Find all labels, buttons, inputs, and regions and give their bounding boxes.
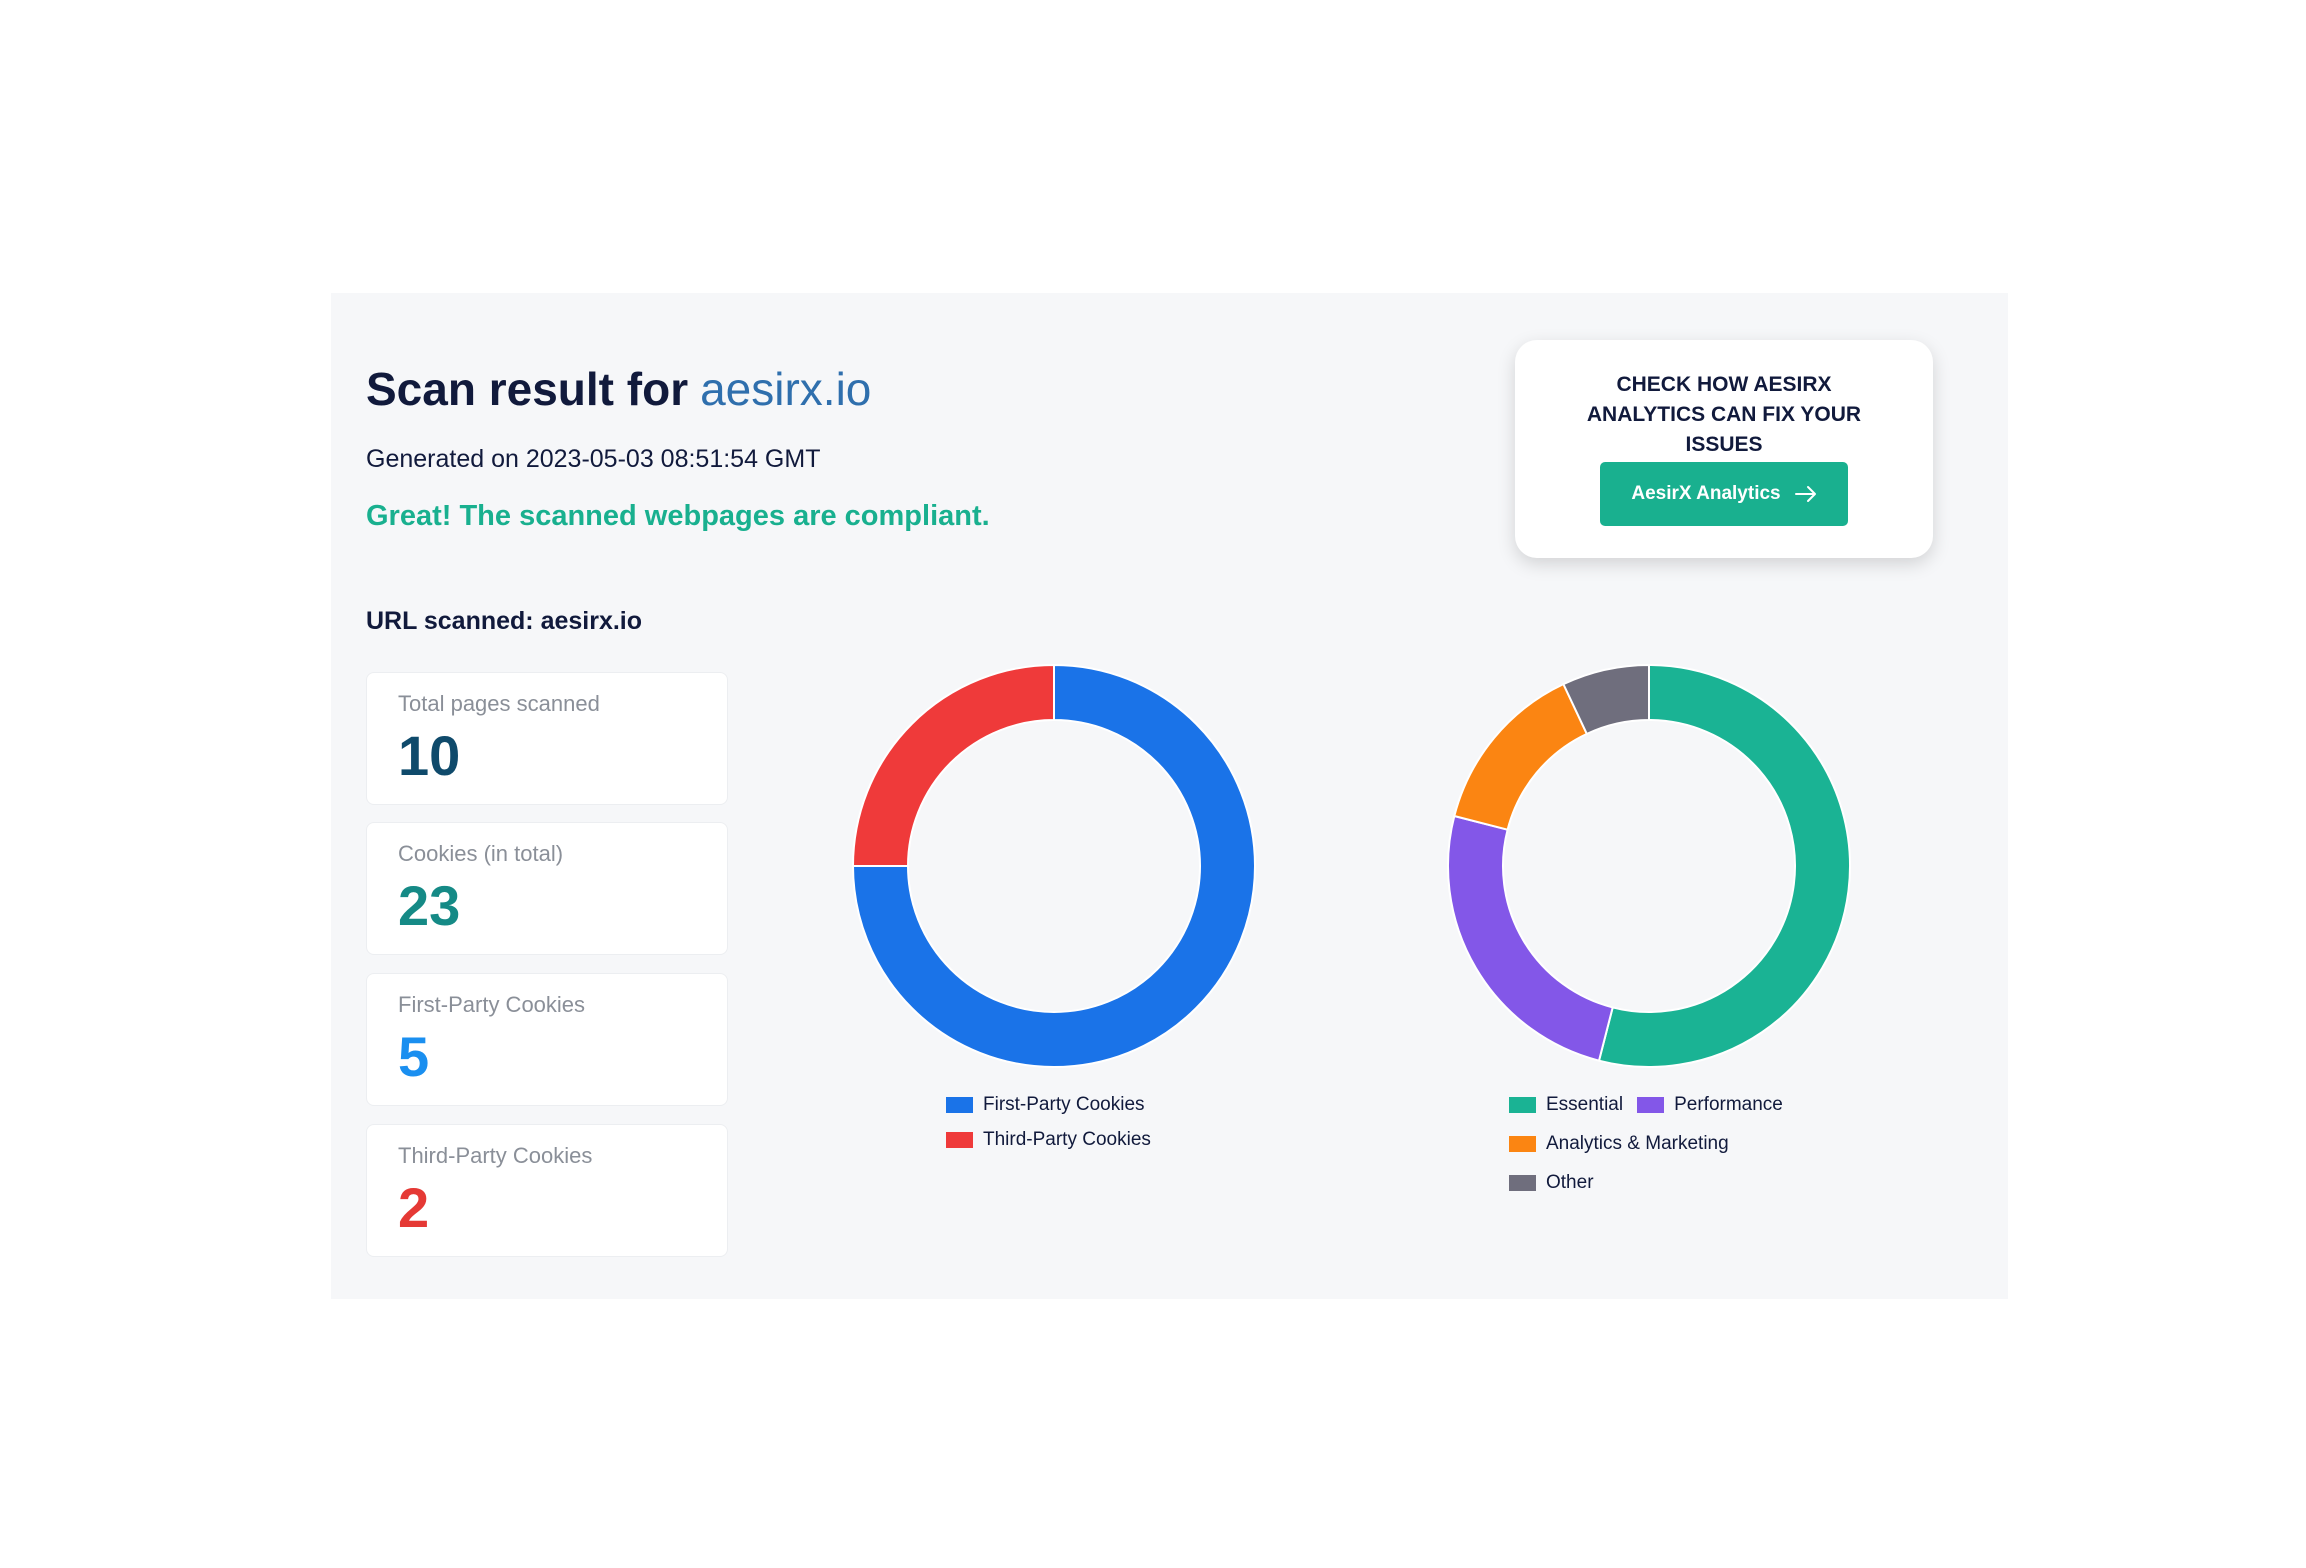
legend-label: Analytics & Marketing <box>1546 1132 1729 1154</box>
legend-swatch <box>1509 1096 1536 1113</box>
legend-item: First-Party Cookies <box>946 1094 1172 1115</box>
stat-label: First-Party Cookies <box>398 992 586 1017</box>
legend-item: Third-Party Cookies <box>946 1129 1172 1150</box>
legend-item: Essential <box>1509 1094 1623 1115</box>
donut-segment <box>1597 663 1851 1068</box>
cta-button[interactable]: AesirX Analytics <box>1600 462 1848 526</box>
stat-card: First-Party Cookies 5 <box>366 973 728 1106</box>
url-scanned: URL scanned: aesirx.io <box>366 607 643 635</box>
legend-swatch <box>1509 1174 1536 1191</box>
cta-heading: CHECK HOW AESIRX ANALYTICS CAN FIX YOUR … <box>1586 373 1862 456</box>
legend: Essential Performance Analytics & Marketin… <box>1509 1094 1809 1211</box>
stat-label: Third-Party Cookies <box>398 1143 593 1168</box>
stat-value: 5 <box>398 1025 430 1088</box>
donut-segment <box>1562 663 1650 736</box>
legend-label: Other <box>1546 1171 1594 1193</box>
legend-item: Analytics & Marketing <box>1509 1133 1729 1154</box>
legend-label: Third-Party Cookies <box>983 1128 1151 1150</box>
stat-label: Total pages scanned <box>398 691 600 716</box>
generated-date: Generated on 2023-05-03 08:51:54 GMT <box>366 445 821 473</box>
stat-value: 10 <box>398 724 461 787</box>
legend-swatch <box>946 1096 973 1113</box>
title: Scan result for aesirx.io <box>366 362 871 416</box>
cta-card: CHECK HOW AESIRX ANALYTICS CAN FIX YOUR … <box>1515 340 1933 558</box>
stat-label: Cookies (in total) <box>398 841 564 866</box>
donut-segment <box>851 663 1055 867</box>
title-text: Scan result for <box>366 363 689 415</box>
stat-card: Total pages scanned 10 <box>366 672 728 805</box>
legend-swatch <box>1509 1135 1536 1152</box>
status-message: Great! The scanned webpages are complian… <box>366 500 990 532</box>
donut-segment <box>1453 682 1589 831</box>
stat-card: Cookies (in total) 23 <box>366 822 728 955</box>
legend-label: Essential <box>1546 1093 1624 1115</box>
arrow-icon <box>1794 486 1816 502</box>
legend-item: Other <box>1509 1172 1594 1193</box>
legend-swatch <box>1637 1096 1665 1113</box>
legend-item: Performance <box>1637 1094 1783 1115</box>
legend-label: Performance <box>1674 1093 1783 1115</box>
legend-label: First-Party Cookies <box>983 1093 1145 1115</box>
domain-link[interactable]: aesirx.io <box>700 363 872 415</box>
legend: First-Party Cookies Third-Party Cookies <box>946 1094 1186 1164</box>
donut-segment <box>851 663 1256 1068</box>
donut-segment <box>1447 814 1614 1062</box>
stat-value: 2 <box>398 1176 430 1239</box>
legend-swatch <box>946 1131 973 1148</box>
stat-value: 23 <box>398 874 461 937</box>
stat-card: Third-Party Cookies 2 <box>366 1124 728 1257</box>
button-label: AesirX Analytics <box>1631 483 1781 504</box>
